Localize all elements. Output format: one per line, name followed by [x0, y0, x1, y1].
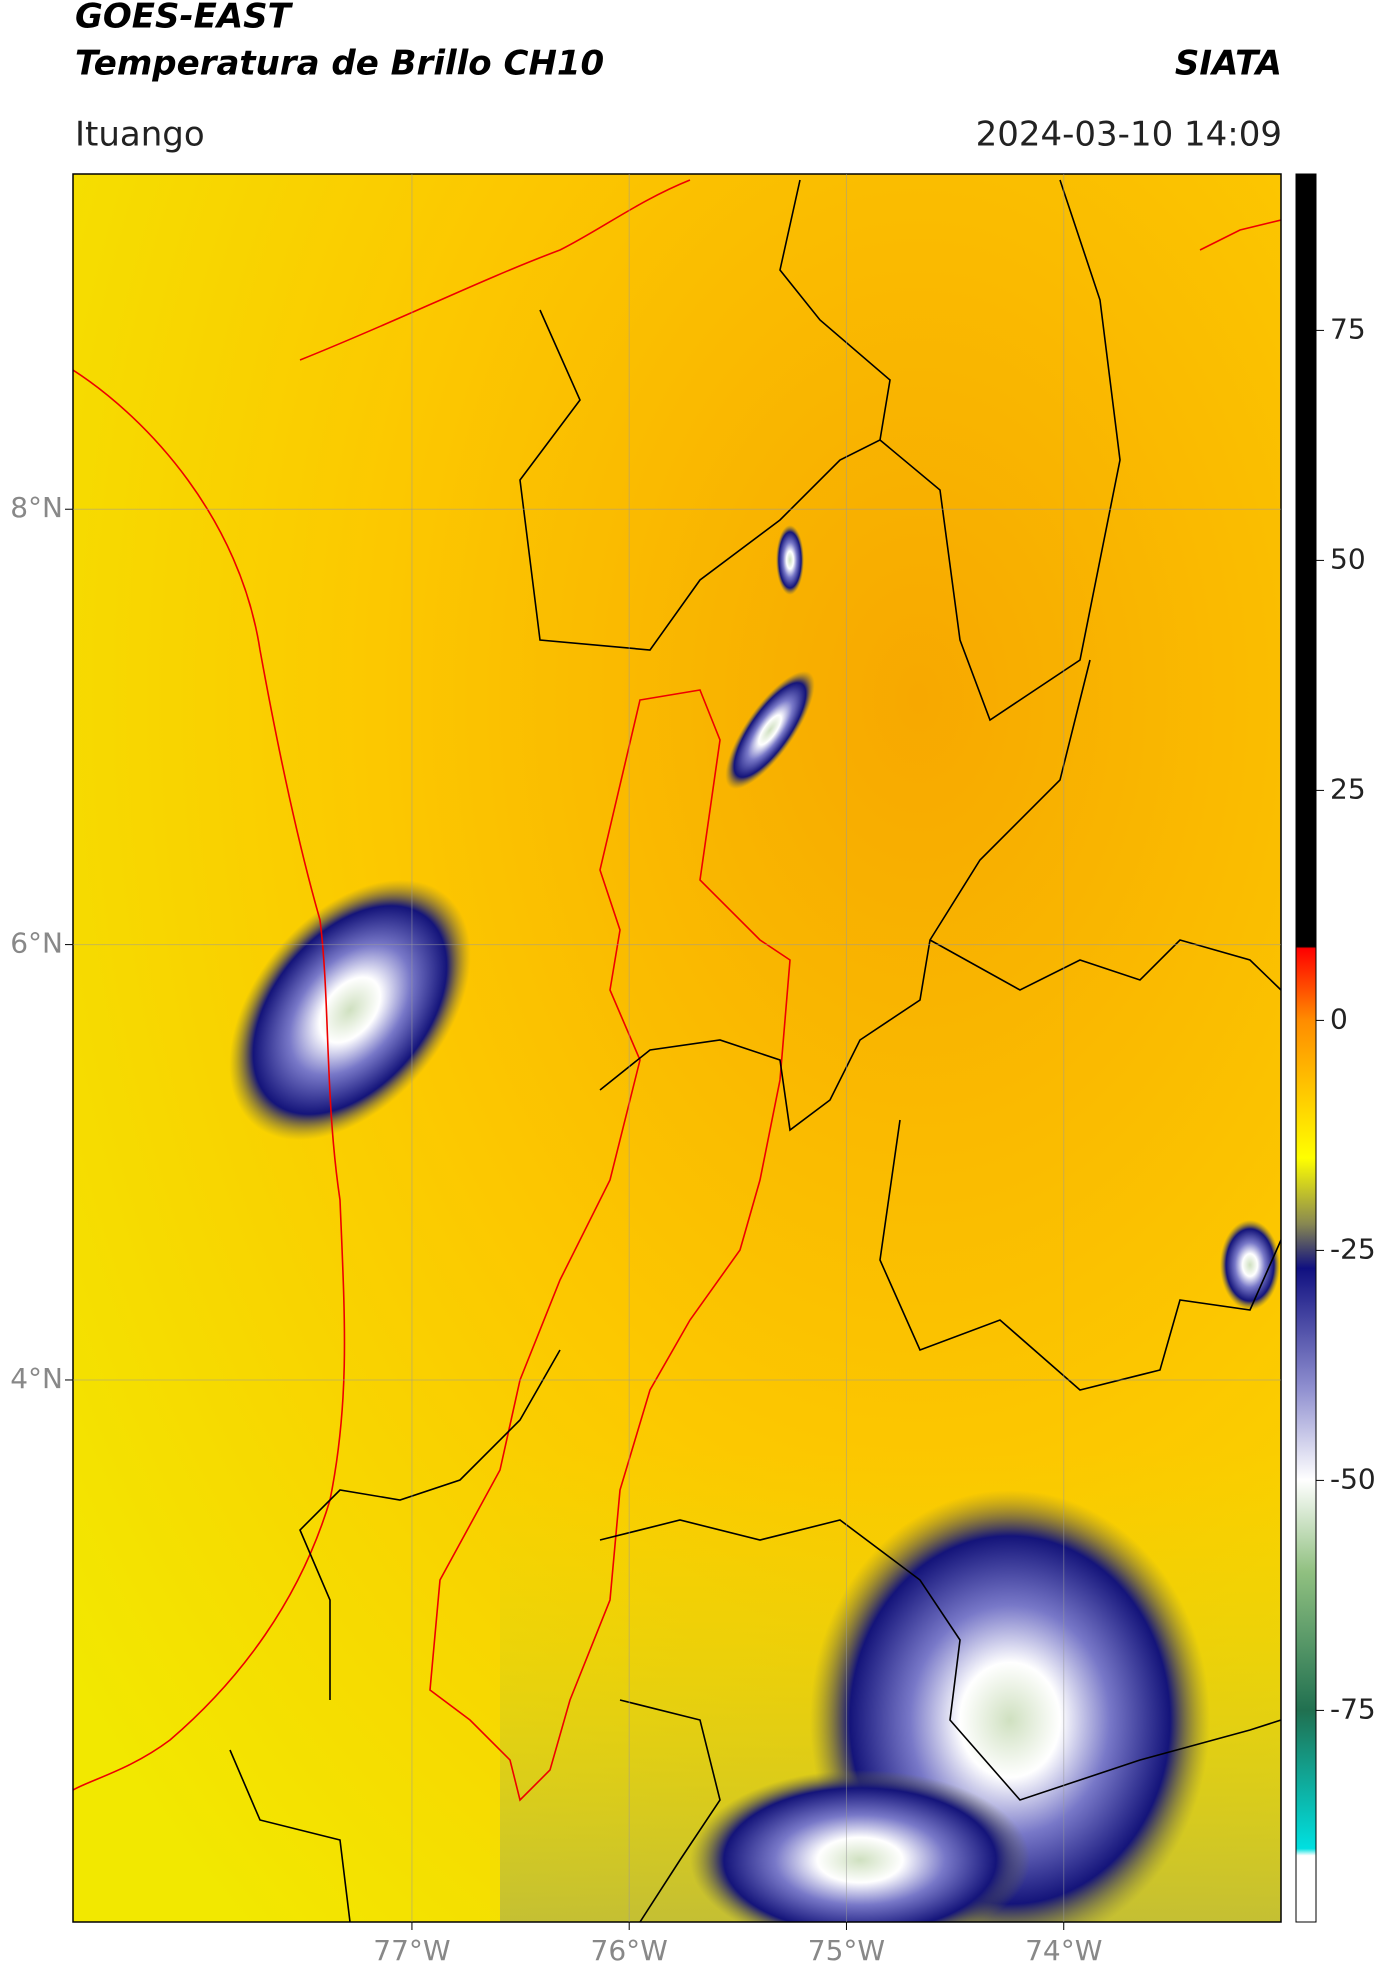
title: GOES-EAST — [75, 0, 294, 37]
cloud — [725, 671, 815, 789]
ticks: 77°W 76°W 75°W 74°W 8°N 6°N 4°N 75 50 25 0 -25 -50 -7… — [10, 174, 1376, 1967]
cloud — [690, 1770, 1030, 1922]
colorbar-tick-label: -25 — [1330, 1232, 1376, 1265]
lon-tick-label: 74°W — [1025, 1934, 1102, 1967]
cloud — [776, 525, 804, 595]
lon-tick-label: 77°W — [373, 1934, 450, 1967]
border — [299, 1349, 561, 1700]
location: Ituango — [75, 115, 205, 155]
coastline — [73, 369, 346, 1791]
datetime: 2024-03-10 14:09 — [976, 115, 1282, 155]
map — [73, 174, 1281, 1922]
border — [599, 1519, 1281, 1801]
map-frame — [72, 173, 1282, 1923]
subtitle: Temperatura de Brillo CH10 — [75, 44, 604, 84]
lon-tick-label: 76°W — [591, 1934, 668, 1967]
border — [519, 179, 891, 651]
colorbar — [1295, 173, 1317, 1923]
colorbar-tick-label: -75 — [1330, 1692, 1376, 1725]
coastline — [299, 179, 691, 361]
colorbar-tick-label: 50 — [1330, 542, 1366, 575]
colorbar-tick-label: -50 — [1330, 1462, 1376, 1495]
border — [229, 1749, 351, 1922]
border — [929, 939, 1281, 991]
lon-tick-label: 75°W — [808, 1934, 885, 1967]
cloud — [1220, 1220, 1280, 1310]
border — [879, 1119, 1281, 1391]
border — [879, 179, 1121, 722]
department-border — [429, 689, 791, 1802]
source: SIATA — [1175, 44, 1282, 84]
colorbar-tick-label: 0 — [1330, 1002, 1348, 1035]
border — [599, 659, 1091, 1132]
border — [619, 1699, 721, 1922]
colorbar-tick-label: 75 — [1330, 312, 1366, 345]
colorbar-tick-label: 25 — [1330, 772, 1366, 805]
coastline — [1199, 219, 1281, 251]
lat-tick-label: 6°N — [10, 927, 63, 960]
lat-tick-label: 4°N — [10, 1362, 63, 1395]
lat-tick-label: 8°N — [10, 491, 63, 524]
